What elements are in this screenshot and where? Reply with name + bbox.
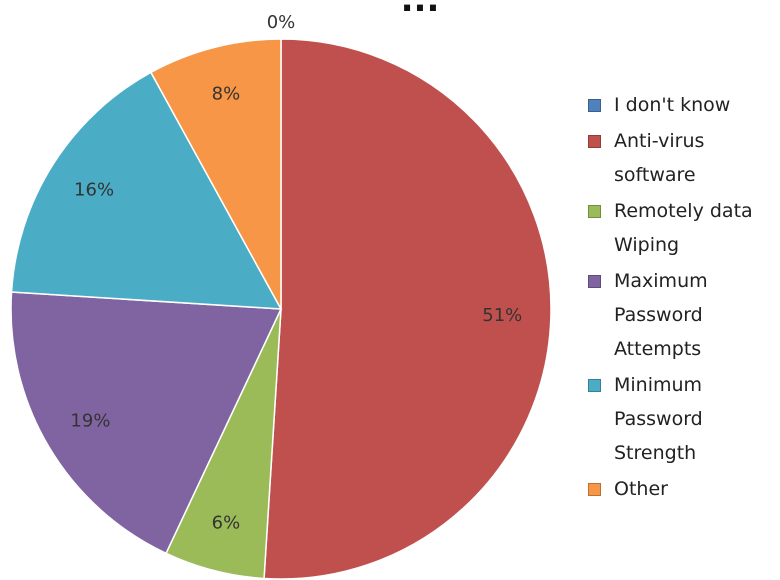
legend-label: Other (614, 478, 668, 500)
legend-item: Maximum Password Attempts (586, 264, 778, 366)
legend-item: Other (586, 472, 778, 506)
legend-swatch (588, 135, 601, 148)
chart-legend: I don't know Anti-virus software Remotely … (586, 88, 778, 508)
data-label-remotely-data-wiping: 6% (212, 512, 241, 533)
legend-swatch (588, 275, 601, 288)
legend-item: Anti-virus software (586, 124, 778, 192)
chart-title-fragment: ... (401, 0, 440, 20)
legend-item: Minimum Password Strength (586, 368, 778, 470)
legend-label: Maximum Password Attempts (614, 270, 708, 360)
legend-swatch (588, 205, 601, 218)
data-label-anti-virus-software: 51% (482, 305, 522, 326)
data-label-i-don-t-know: 0% (267, 12, 296, 33)
data-label-maximum-password-attempts: 19% (70, 411, 110, 432)
legend-label: Minimum Password Strength (614, 374, 703, 464)
pie-data-labels: 0% 51% 6% 19% 16% 8% (70, 12, 522, 533)
pie-slices (10, 38, 552, 580)
legend-label: I don't know (614, 94, 731, 116)
data-label-other: 8% (212, 84, 241, 105)
pie-slice-minimum-password-strength (10, 71, 283, 310)
legend-swatch (588, 99, 601, 112)
pie-slice-other (149, 38, 282, 310)
legend-swatch (588, 483, 601, 496)
data-label-minimum-password-strength: 16% (74, 179, 114, 200)
pie-slice-maximum-password-attempts (10, 291, 283, 555)
legend-label: Remotely data Wiping (614, 200, 753, 256)
legend-item: Remotely data Wiping (586, 194, 778, 262)
legend-swatch (588, 379, 601, 392)
pie-slice-anti-virus-software (263, 38, 552, 580)
legend-item: I don't know (586, 88, 778, 122)
legend-label: Anti-virus software (614, 130, 705, 186)
